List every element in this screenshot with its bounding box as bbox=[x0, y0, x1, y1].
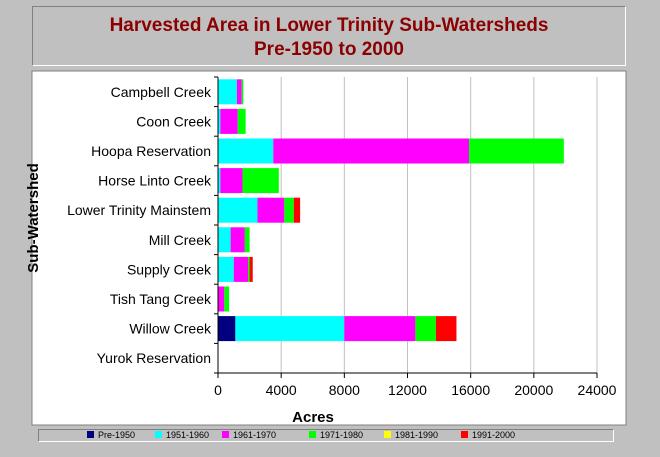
bar-segment bbox=[242, 168, 279, 194]
category-label: Willow Creek bbox=[129, 321, 212, 337]
x-axis-label: Acres bbox=[292, 409, 334, 426]
category-label: Supply Creek bbox=[127, 261, 212, 277]
bar-segment bbox=[236, 79, 242, 105]
legend-swatch bbox=[384, 431, 391, 439]
legend-label: 1961-1970 bbox=[233, 430, 277, 440]
bar-segment bbox=[469, 138, 564, 164]
legend-item: 1961-1970 bbox=[222, 430, 276, 441]
legend-swatch bbox=[87, 431, 94, 439]
bar-segment bbox=[218, 256, 234, 282]
chart-subtitle: Pre-1950 to 2000 bbox=[254, 39, 404, 60]
bar-segment bbox=[218, 79, 237, 105]
category-label: Horse Linto Creek bbox=[98, 173, 212, 189]
category-label: Yurok Reservation bbox=[97, 350, 211, 366]
bar-segment bbox=[224, 286, 230, 312]
legend-swatch bbox=[461, 431, 468, 439]
bar-segment bbox=[344, 316, 416, 342]
bar-segment bbox=[415, 316, 436, 342]
category-label: Tish Tang Creek bbox=[110, 291, 212, 307]
category-label: Mill Creek bbox=[149, 232, 212, 248]
legend-swatch bbox=[222, 431, 229, 439]
legend-label: Pre-1950 bbox=[98, 430, 136, 440]
chart-title: Harvested Area in Lower Trinity Sub-Wate… bbox=[109, 15, 549, 36]
category-label: Lower Trinity Mainstem bbox=[67, 202, 211, 218]
bar-segment bbox=[435, 316, 457, 342]
y-axis-label: Sub-Watershed bbox=[25, 163, 42, 272]
x-tick-label: 20000 bbox=[514, 382, 553, 398]
legend-item: 1991-2000 bbox=[461, 430, 515, 441]
bar-segment bbox=[284, 197, 294, 223]
bar-segment bbox=[235, 316, 345, 342]
bar-segment bbox=[233, 256, 249, 282]
category-label: Coon Creek bbox=[136, 113, 212, 129]
x-tick-label: 12000 bbox=[388, 382, 427, 398]
bar-segment bbox=[230, 227, 245, 253]
legend-item: 1981-1990 bbox=[384, 430, 438, 441]
bar-segment bbox=[241, 79, 244, 105]
bar-segment bbox=[218, 168, 221, 194]
legend-swatch bbox=[155, 431, 162, 439]
legend-item: 1971-1980 bbox=[309, 430, 363, 441]
bar-segment bbox=[218, 286, 225, 312]
legend-label: 1951-1960 bbox=[166, 430, 210, 440]
bars bbox=[218, 79, 564, 342]
bar-segment bbox=[293, 197, 301, 223]
bar-segment bbox=[218, 227, 231, 253]
x-tick-labels: 0 4000 8000 12000 16000 20000 24000 bbox=[214, 382, 617, 398]
bar-segment bbox=[248, 256, 250, 282]
category-label: Hoopa Reservation bbox=[91, 143, 211, 159]
legend: Pre-1950 1951-1960 1961-1970 1971-1980 1981-… bbox=[38, 429, 614, 442]
x-tick-label: 4000 bbox=[266, 382, 297, 398]
bar-segment bbox=[273, 138, 470, 164]
legend-label: 1971-1980 bbox=[320, 430, 364, 440]
bar-segment bbox=[237, 108, 246, 134]
category-labels: Campbell Creek Coon Creek Hoopa Reservatio… bbox=[67, 84, 212, 366]
legend-swatch bbox=[309, 431, 316, 439]
bar-segment bbox=[218, 316, 236, 342]
bar-segment bbox=[218, 138, 274, 164]
chart-title-box: Harvested Area in Lower Trinity Sub-Wate… bbox=[32, 6, 626, 66]
x-tick-label: 16000 bbox=[451, 382, 490, 398]
bar-segment bbox=[257, 197, 285, 223]
bar-segment bbox=[249, 256, 253, 282]
bar-segment bbox=[218, 108, 221, 134]
legend-label: 1981-1990 bbox=[395, 430, 439, 440]
legend-item: 1951-1960 bbox=[155, 430, 209, 441]
legend-label: 1991-2000 bbox=[472, 430, 516, 440]
bar-segment bbox=[220, 168, 243, 194]
bar-segment bbox=[220, 108, 238, 134]
x-tick-label: 8000 bbox=[329, 382, 360, 398]
bar-segment bbox=[244, 227, 250, 253]
plot-panel bbox=[31, 70, 627, 426]
x-tick-label: 24000 bbox=[578, 382, 617, 398]
bar-segment bbox=[218, 197, 258, 223]
x-tick-label: 0 bbox=[214, 382, 222, 398]
axes bbox=[214, 76, 598, 378]
legend-item: Pre-1950 bbox=[87, 430, 135, 441]
category-label: Campbell Creek bbox=[111, 84, 212, 100]
